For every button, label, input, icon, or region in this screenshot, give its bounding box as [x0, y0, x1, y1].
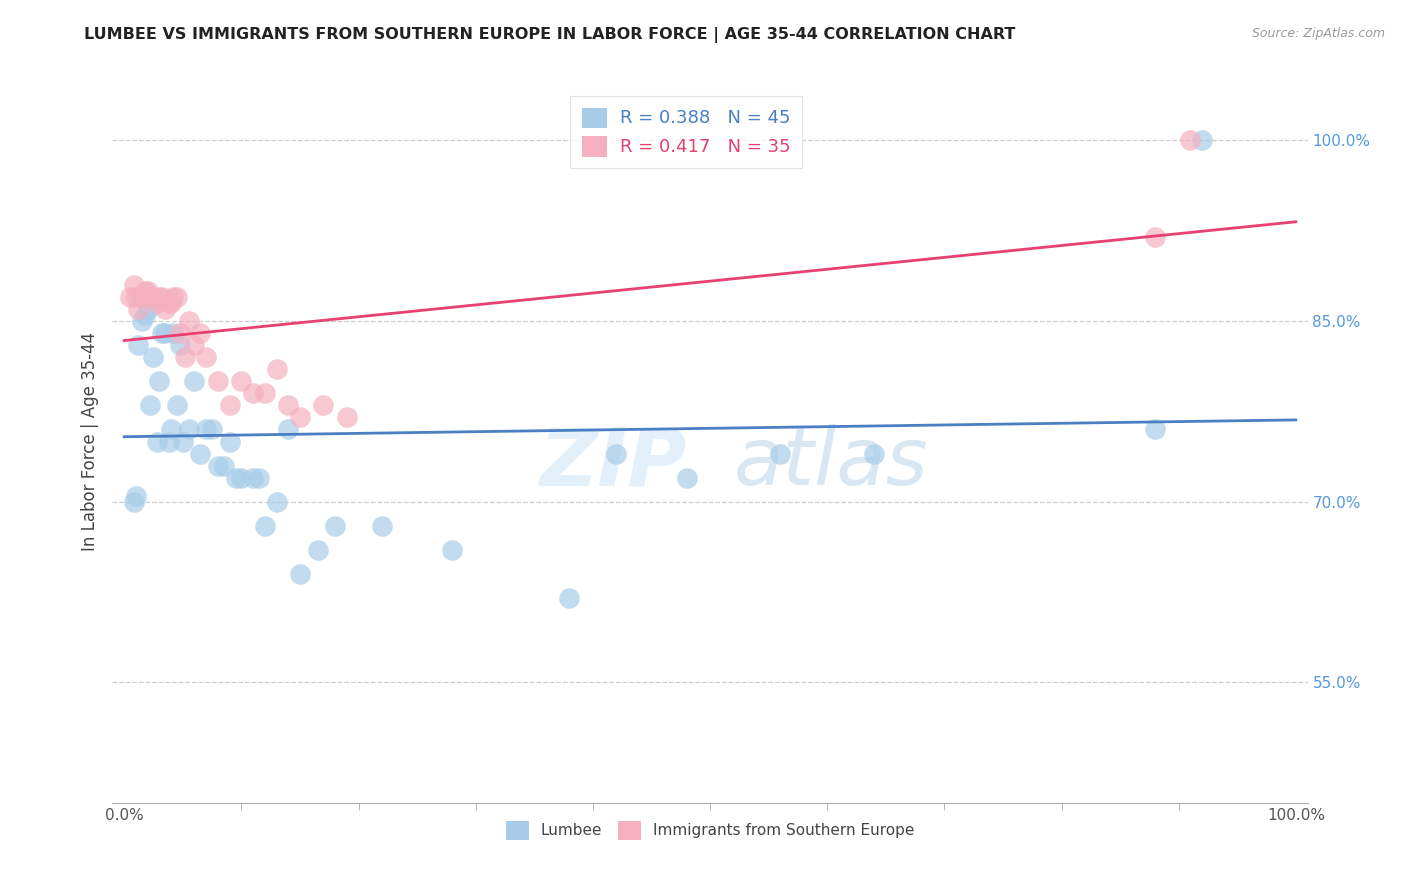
Point: [166, 398, 188, 412]
Point: [122, 495, 145, 509]
Point: [218, 434, 240, 449]
Point: [177, 423, 200, 437]
Point: [120, 290, 141, 304]
Point: [139, 398, 162, 412]
Point: [195, 351, 218, 365]
Point: [1144, 423, 1167, 437]
Point: [207, 458, 229, 473]
Point: [162, 326, 184, 341]
Point: [231, 471, 253, 485]
Point: [142, 290, 165, 304]
Point: [195, 423, 218, 437]
Point: [225, 471, 247, 485]
Point: [242, 386, 264, 401]
Point: [157, 296, 180, 310]
Point: [1144, 230, 1167, 244]
Text: Source: ZipAtlas.com: Source: ZipAtlas.com: [1251, 27, 1385, 40]
Point: [139, 290, 162, 304]
Point: [172, 434, 194, 449]
Point: [212, 458, 235, 473]
Point: [558, 591, 581, 606]
Point: [307, 542, 329, 557]
Point: [162, 290, 184, 304]
Point: [201, 423, 224, 437]
Point: [863, 447, 886, 461]
Point: [134, 284, 156, 298]
Point: [231, 375, 253, 389]
Point: [371, 519, 394, 533]
Point: [312, 398, 335, 412]
Point: [1180, 133, 1202, 147]
Text: LUMBEE VS IMMIGRANTS FROM SOUTHERN EUROPE IN LABOR FORCE | AGE 35-44 CORRELATION: LUMBEE VS IMMIGRANTS FROM SOUTHERN EUROP…: [84, 27, 1015, 43]
Point: [125, 290, 148, 304]
Point: [150, 290, 173, 304]
Point: [336, 410, 359, 425]
Point: [148, 290, 170, 304]
Point: [155, 301, 177, 317]
Point: [169, 326, 191, 341]
Point: [266, 495, 288, 509]
Point: [323, 519, 346, 533]
Point: [1191, 133, 1213, 147]
Point: [266, 362, 288, 376]
Point: [150, 326, 173, 341]
Point: [605, 447, 627, 461]
Point: [155, 326, 177, 341]
Point: [277, 398, 299, 412]
Point: [169, 338, 191, 352]
Point: [157, 434, 180, 449]
Point: [441, 542, 464, 557]
Point: [769, 447, 792, 461]
Point: [122, 277, 145, 292]
Point: [166, 290, 188, 304]
Point: [253, 386, 276, 401]
Point: [188, 326, 212, 341]
Y-axis label: In Labor Force | Age 35-44: In Labor Force | Age 35-44: [80, 332, 98, 551]
Point: [160, 296, 183, 310]
Point: [207, 375, 229, 389]
Point: [131, 290, 153, 304]
Point: [146, 296, 169, 310]
Point: [183, 338, 205, 352]
Point: [127, 301, 149, 317]
Point: [142, 351, 165, 365]
Point: [125, 489, 148, 503]
Point: [174, 351, 197, 365]
Legend: Lumbee, Immigrants from Southern Europe: Lumbee, Immigrants from Southern Europe: [499, 815, 921, 846]
Point: [146, 434, 169, 449]
Point: [136, 284, 159, 298]
Point: [136, 301, 159, 317]
Point: [160, 423, 183, 437]
Point: [183, 375, 205, 389]
Point: [253, 519, 276, 533]
Point: [188, 447, 212, 461]
Point: [134, 308, 156, 322]
Text: atlas: atlas: [734, 425, 929, 502]
Point: [127, 338, 149, 352]
Point: [288, 567, 311, 582]
Point: [675, 471, 697, 485]
Point: [218, 398, 240, 412]
Point: [247, 471, 270, 485]
Point: [242, 471, 264, 485]
Point: [177, 314, 200, 328]
Point: [288, 410, 311, 425]
Text: ZIP: ZIP: [538, 425, 686, 502]
Point: [148, 375, 170, 389]
Point: [277, 423, 299, 437]
Point: [131, 314, 153, 328]
